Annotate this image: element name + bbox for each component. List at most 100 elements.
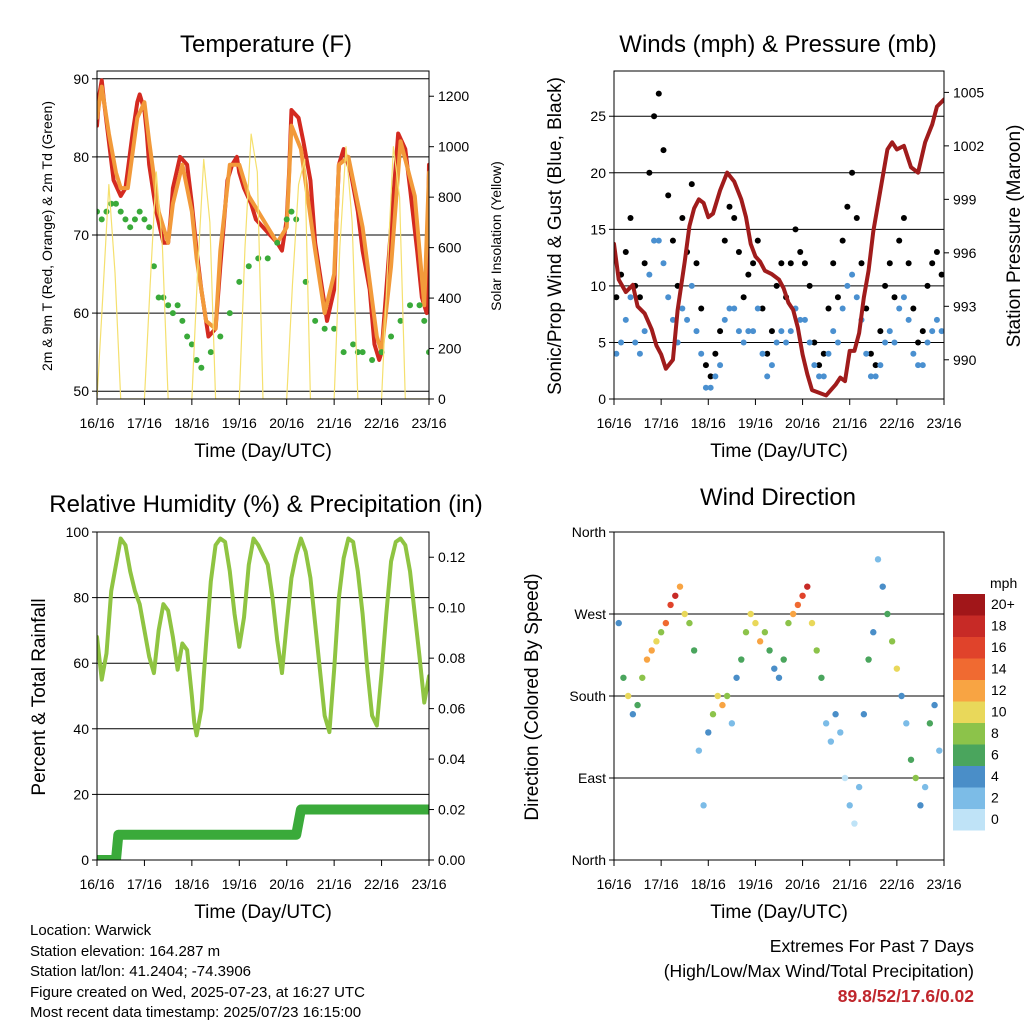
data-point [794,601,802,609]
data-point [728,720,736,727]
data-point [931,701,938,709]
y-axis-label: Direction (Colored By Speed) [522,573,543,820]
data-point [797,248,804,255]
legend-swatch [953,615,985,637]
data-point [629,711,637,718]
data-point [742,629,750,636]
x-axis-label: Time (Day/UTC) [194,441,332,462]
data-point [919,328,926,335]
legend-label: 6 [991,747,999,763]
legend-label: 12 [991,682,1007,698]
location-text: Location: Warwick [30,922,152,939]
data-point [735,248,742,255]
y-right-axis-label: Station Pressure (Maroon) [1004,125,1024,348]
data-point [752,619,759,627]
data-point [801,260,808,267]
data-point [792,226,799,233]
y-axis-label: Sonic/Prop Wind & Gust (Blue, Black) [545,77,566,395]
data-point [359,349,366,356]
y-right-tick-label: 999 [953,191,977,207]
data-point [653,638,660,645]
x-tick-label: 20/16 [269,415,304,431]
y-tick-label: 0 [81,852,89,868]
data-point [665,294,672,301]
data-point [905,316,912,323]
data-point [806,339,813,346]
data-point [896,305,903,312]
data-point [773,282,780,289]
data-point [667,601,674,609]
data-point [717,362,724,369]
data-point [841,774,849,782]
legend-label: 18 [991,618,1007,634]
data-point [919,362,926,369]
x-tick-label: 18/16 [691,876,726,892]
y-right-tick-label: 200 [438,341,462,357]
data-point [615,619,622,627]
data-point [853,215,860,222]
data-point [236,278,243,285]
x-tick-label: 19/16 [222,876,257,892]
extremes-subtitle: (High/Low/Max Wind/Total Precipitation) [663,961,974,981]
data-point [274,239,281,246]
x-tick-label: 17/16 [127,876,162,892]
legend-label: 0 [991,811,999,827]
legend-swatch [953,701,985,723]
data-point [421,317,428,324]
data-point [117,208,124,215]
data-point [806,282,813,289]
data-point [768,328,775,335]
y-right-tick-label: 0.06 [438,701,465,717]
data-point [122,216,129,223]
legend-swatch [953,809,985,831]
data-point [896,237,903,244]
station-info: Location: Warwick Station elevation: 164… [30,921,365,1024]
x-tick-label: 22/16 [364,876,399,892]
y-right-tick-label: 1000 [438,139,469,155]
data-point [804,583,811,590]
data-point [905,260,912,267]
data-point [745,328,752,335]
chart-panel-1: Temperature (F) Time (Day/UTC) 2m & 9m T (… [39,31,504,462]
data-point [131,216,138,223]
data-point [624,692,632,700]
data-point [846,802,853,809]
data-point [426,349,429,356]
data-point [698,305,705,312]
legend-swatch [953,637,985,659]
y-tick-label: West [574,606,606,622]
data-point [775,674,783,681]
data-point [643,656,651,663]
data-point [917,802,924,809]
data-point [915,339,922,346]
data-point [226,310,233,317]
data-point [837,729,844,736]
data-point [907,756,915,763]
data-point [933,248,940,255]
legend-label: 10 [991,704,1007,720]
data-point [872,373,879,380]
data-point [867,350,874,357]
data-point [693,260,700,267]
data-point [915,362,922,369]
y-tick-label: 60 [73,305,89,321]
data-point [816,362,823,369]
y-tick-label: 0 [598,391,606,407]
y-right-axis-label: Solar Insolation (Yellow) [488,161,504,311]
y-tick-label: 70 [73,227,89,243]
x-tick-label: 19/16 [738,876,773,892]
data-point [825,305,832,312]
data-point [146,224,153,231]
data-point [679,305,686,312]
plot-area [97,78,429,399]
x-tick-label: 23/16 [411,876,446,892]
plot-area [615,556,943,827]
y-tick-label: 80 [73,590,89,606]
data-point [745,271,752,278]
data-point [719,701,726,709]
legend-label: 8 [991,725,999,741]
y-tick-label: 60 [73,655,89,671]
x-tick-label: 17/16 [644,876,679,892]
x-tick-label: 16/16 [79,876,114,892]
data-point [858,260,865,267]
